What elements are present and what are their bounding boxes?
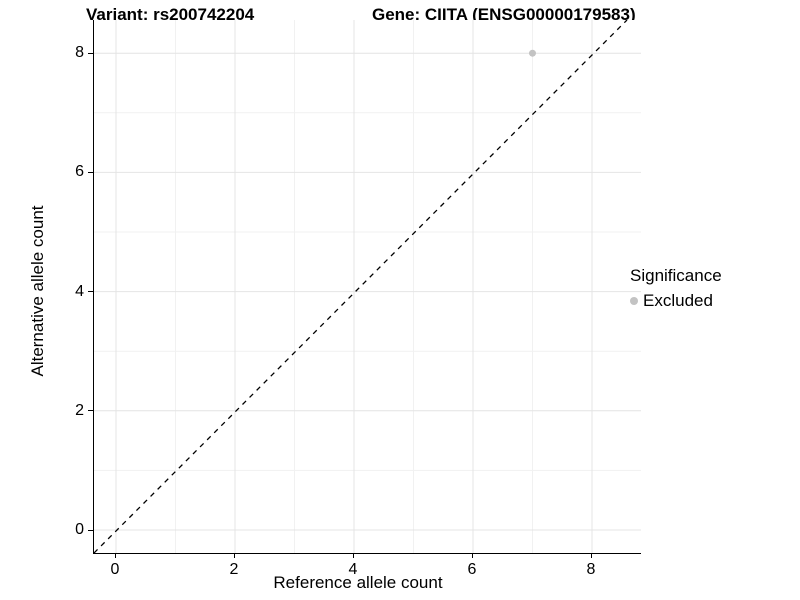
x-axis-title: Reference allele count [273,573,443,592]
y-axis-title: Alternative allele count [28,205,47,377]
legend-title: Significance [630,266,722,285]
x-tick-label: 0 [110,561,120,578]
x-tick-mark [590,553,592,558]
identity-line [94,20,628,553]
x-tick-label: 4 [348,561,358,578]
legend: Significance Excluded [630,265,722,311]
y-tick-mark [88,291,93,293]
y-tick-label: 0 [75,521,84,538]
legend-entry-label: Excluded [643,291,713,310]
x-tick-label: 2 [229,561,239,578]
x-tick-label: 6 [467,561,477,578]
plot-canvas [94,20,641,553]
legend-entries: Excluded [630,291,722,311]
y-tick-mark [88,52,93,54]
y-tick-mark [88,529,93,531]
plot-title-gene: Gene: CIITA (ENSG00000179583) [372,5,636,24]
legend-point-icon [630,297,638,305]
x-tick-mark [233,553,235,558]
y-tick-label: 8 [75,44,84,62]
legend-entry: Excluded [630,291,722,311]
y-tick-mark [88,410,93,412]
plot-title-variant: Variant: rs200742204 [86,5,255,24]
y-tick-mark [88,171,93,173]
x-tick-mark [352,553,354,558]
y-tick-label: 2 [75,401,84,419]
plot-panel [93,20,641,554]
y-tick-label: 6 [75,163,84,181]
x-tick-mark [471,553,473,558]
y-tick-label: 4 [75,282,84,300]
x-tick-mark [114,553,116,558]
data-point [529,49,536,57]
x-tick-label: 8 [586,561,596,578]
